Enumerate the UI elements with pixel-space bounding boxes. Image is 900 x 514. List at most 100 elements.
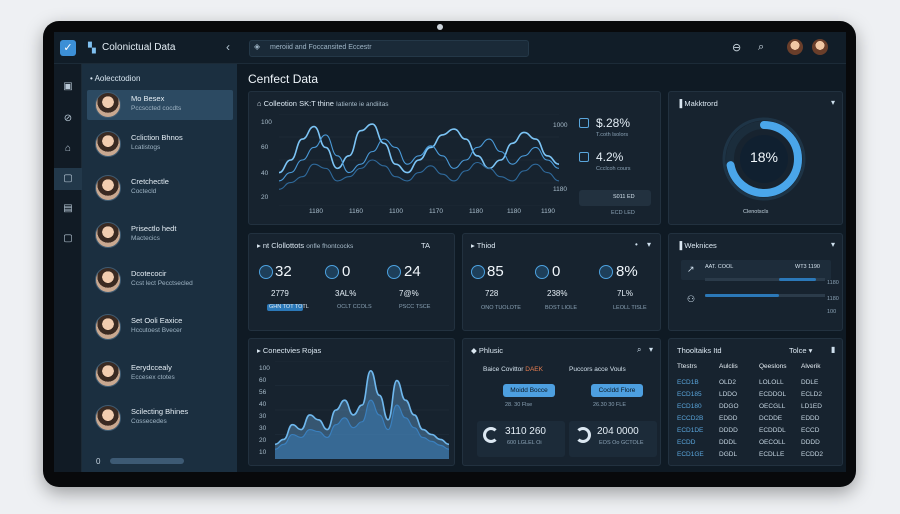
footer-progress[interactable] xyxy=(110,458,184,464)
table-cell[interactable]: DDDL xyxy=(719,439,737,446)
list-item[interactable]: Prisectlo hedt Mactecics xyxy=(87,220,233,250)
chevron-down-icon[interactable]: ▾ xyxy=(647,240,652,249)
contact-name: Eerydccealy xyxy=(131,363,172,372)
collection-panel: ⌂ Colleotion SK:T thine Iatiente ie andi… xyxy=(248,91,661,225)
big-stat-sub: EOS Oo GCTOLE xyxy=(599,440,644,446)
chevron-left-icon[interactable]: ‹ xyxy=(226,40,230,54)
avatar xyxy=(95,92,121,118)
table-cell[interactable]: DDLE xyxy=(801,379,819,386)
camera-dot xyxy=(437,24,443,30)
stat-sub: 7@% xyxy=(399,289,419,298)
home-icon[interactable]: ⌂ xyxy=(64,143,72,154)
link-icon[interactable]: ⊘ xyxy=(63,113,73,124)
series-line-0 xyxy=(275,369,449,446)
series-area-1 xyxy=(275,400,449,459)
table-header[interactable]: Aulclis xyxy=(719,363,738,370)
square-icon[interactable]: ▢ xyxy=(54,168,82,190)
table-header[interactable]: Ttestrs xyxy=(677,363,697,370)
table-cell[interactable]: OLD2 xyxy=(719,379,736,386)
table-cell[interactable]: EDDD xyxy=(801,415,820,422)
table-cell[interactable]: DDGO xyxy=(719,403,739,410)
table-cell[interactable]: ECDLLE xyxy=(759,451,785,458)
table-cell[interactable]: LD1ED xyxy=(801,403,822,410)
search-input[interactable]: meroiid and Foccansited Eccestr xyxy=(249,40,529,57)
action-button-2[interactable]: Cocldd Flore xyxy=(591,384,643,397)
card-icon[interactable]: ▤ xyxy=(63,203,73,214)
table-cell[interactable]: ECCD2B xyxy=(677,415,704,422)
list-item[interactable]: Dcotecocir Ccst lect Pecctsecled xyxy=(87,265,233,295)
table-cell[interactable]: ECD1GE xyxy=(677,451,704,458)
label-1: Baice Covittor DAEK xyxy=(483,366,543,373)
contact-sub: Mactecics xyxy=(131,235,160,242)
user-avatar-1[interactable] xyxy=(787,39,803,55)
more-icon[interactable]: ▮ xyxy=(831,345,836,354)
table-cell[interactable]: ECD1B xyxy=(677,379,699,386)
contact-list: • Aolecctodion Mo Besex Pccsccted cocdts… xyxy=(82,64,237,472)
list-item[interactable]: Ccliction Bhnos Lcatistogs xyxy=(87,129,233,159)
table-cell[interactable]: OECOLL xyxy=(759,439,786,446)
stats-panel-a: ▸ nt Clollottots onfle fhontcocks TA 32 … xyxy=(248,233,455,331)
table-cell[interactable]: ECDDOL xyxy=(759,391,787,398)
table-cell[interactable]: EDDD xyxy=(719,415,738,422)
table-cell[interactable]: LOLOLL xyxy=(759,379,784,386)
y-tick: 100 xyxy=(259,365,270,372)
table-cell[interactable]: ECDD2 xyxy=(801,451,824,458)
table-cell[interactable]: ECCD xyxy=(801,427,820,434)
app-logo-icon[interactable]: ✓ xyxy=(60,40,76,56)
bottom-tag[interactable]: S011 ED xyxy=(579,190,651,206)
list-item[interactable]: Scilecting Bhines Cossecedes xyxy=(87,403,233,433)
list-item[interactable]: Mo Besex Pccsccted cocdts xyxy=(87,90,233,120)
search-icon[interactable]: ⌕ xyxy=(758,41,765,53)
webnotes-row xyxy=(681,260,831,280)
x-tick: 1100 xyxy=(389,208,403,215)
list-item[interactable]: Set Ooli Eaxice Hccutoest Bvecer xyxy=(87,312,233,342)
big-stat-sub: 600 LGLEL Oi xyxy=(507,440,542,446)
list-item[interactable]: Eerydccealy Eccesex ctotes xyxy=(87,359,233,389)
table-cell[interactable]: ECDDDL xyxy=(759,427,786,434)
series-line-0 xyxy=(279,123,559,174)
contact-sub: Pccsccted cocdts xyxy=(131,105,182,112)
table-cell[interactable]: DCDDE xyxy=(759,415,783,422)
cc-icon[interactable]: ▣ xyxy=(63,81,73,92)
donut-icon xyxy=(575,427,591,443)
big-stat-value: 204 0000 xyxy=(597,426,639,437)
philuscic-panel: ◆ Phlusic ⌕ ▾ Baice Covittor DAEK Puccor… xyxy=(462,338,661,466)
table-cell[interactable]: ECLD2 xyxy=(801,391,822,398)
table-cell[interactable]: ECD1DE xyxy=(677,427,704,434)
button-sub: 26.30 30 FLE xyxy=(593,402,627,408)
box-icon[interactable]: ▢ xyxy=(63,233,73,244)
stat-label: Ccclcoh cours xyxy=(596,166,631,172)
settings-icon[interactable]: ⊖ xyxy=(732,42,742,54)
gauge-label: Clenotscls xyxy=(743,209,769,215)
chart-icon: ▚ xyxy=(88,43,96,54)
stat-value: 8% xyxy=(616,263,638,280)
webnotes-value: 1180 xyxy=(827,296,839,302)
list-item[interactable]: Cretchectle Coctecld xyxy=(87,173,233,203)
right-tick: 1180 xyxy=(553,186,567,193)
conectives-panel: ▸ Conectvies Rojas 100 60 56 40 30 30 20… xyxy=(248,338,455,466)
table-cell[interactable]: ECD185 xyxy=(677,391,702,398)
chevron-down-icon[interactable]: ▾ xyxy=(649,345,654,354)
contact-name: Scilecting Bhines xyxy=(131,407,189,416)
table-cell[interactable]: ECDD xyxy=(677,439,696,446)
user-avatar-2[interactable] xyxy=(812,39,828,55)
more-icon[interactable]: • xyxy=(635,240,638,249)
list-heading: • Aolecctodion xyxy=(90,74,141,83)
search-small-icon: ◈ xyxy=(254,42,261,51)
filter-select[interactable]: Tolce ▾ xyxy=(789,346,813,355)
table-cell[interactable]: LDDO xyxy=(719,391,738,398)
chevron-down-icon[interactable]: ▾ xyxy=(831,98,836,107)
chevron-down-icon[interactable]: ▾ xyxy=(831,240,836,249)
action-button-1[interactable]: Moidd Bocce xyxy=(503,384,555,397)
table-cell[interactable]: DDDD xyxy=(719,427,738,434)
table-cell[interactable]: DDDD xyxy=(801,439,820,446)
table-cell[interactable]: DGDL xyxy=(719,451,738,458)
webnotes-col2: WT3 1190 xyxy=(795,264,820,270)
table-header[interactable]: Alverik xyxy=(801,363,821,370)
table-header[interactable]: Qeeslons xyxy=(759,363,787,370)
webnotes-panel: ▐ Weknices ▾ ↗ AAT. COOL WT3 1190 ⚇ 1180… xyxy=(668,233,843,331)
app-screen: ✓ ▚ Colonictual Data ‹ meroiid and Focca… xyxy=(54,32,846,472)
search-icon[interactable]: ⌕ xyxy=(637,345,642,354)
table-cell[interactable]: OECGLL xyxy=(759,403,786,410)
table-cell[interactable]: ECD180 xyxy=(677,403,702,410)
